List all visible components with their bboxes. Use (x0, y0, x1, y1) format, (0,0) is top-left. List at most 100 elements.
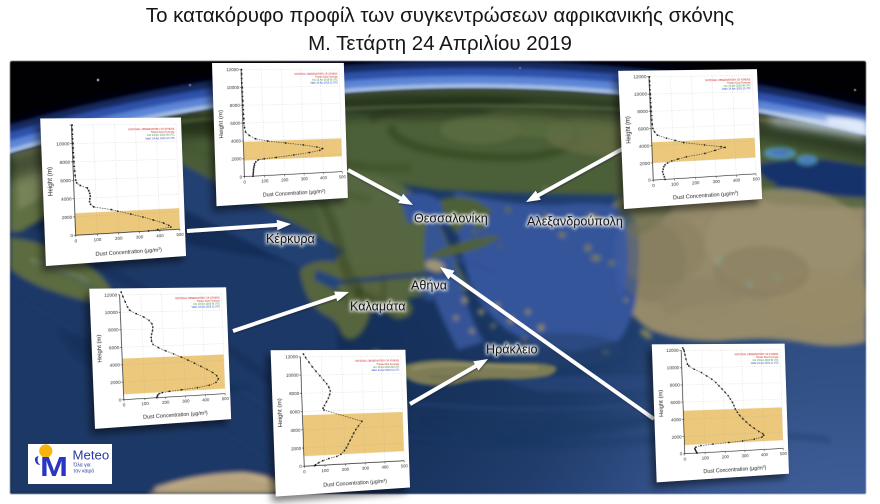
svg-text:6000: 6000 (230, 121, 241, 126)
svg-text:100: 100 (141, 401, 149, 406)
svg-text:8000: 8000 (108, 327, 119, 332)
svg-text:NATIONAL OBSERVATORY OF ATHENS: NATIONAL OBSERVATORY OF ATHENS (735, 353, 779, 356)
svg-text:Meteo: Meteo (73, 448, 110, 463)
svg-text:500: 500 (222, 396, 230, 401)
svg-text:400: 400 (156, 233, 164, 238)
svg-text:Thissio Dust Forecast: Thissio Dust Forecast (315, 76, 338, 79)
svg-text:Ηράκλειο: Ηράκλειο (486, 343, 538, 357)
svg-text:0: 0 (70, 233, 73, 238)
svg-text:2000: 2000 (62, 215, 73, 221)
svg-text:Init: 23 Apr 2019 00 UTC: Init: 23 Apr 2019 00 UTC (147, 133, 174, 137)
svg-text:500: 500 (780, 451, 787, 456)
svg-text:Valid: 24 Apr 2019 12 UTC: Valid: 24 Apr 2019 12 UTC (191, 305, 220, 309)
svg-text:4000: 4000 (671, 417, 682, 422)
svg-text:0: 0 (303, 469, 306, 474)
svg-text:Height (m): Height (m) (218, 110, 225, 139)
svg-text:100: 100 (671, 181, 679, 186)
svg-text:0: 0 (652, 183, 655, 188)
svg-text:500: 500 (339, 174, 346, 179)
svg-text:100: 100 (702, 455, 710, 460)
svg-text:Αλεξανδρούπολη: Αλεξανδρούπολη (527, 215, 623, 229)
svg-text:2000: 2000 (672, 434, 683, 440)
svg-text:Init: 23 Apr 2019 00 UTC: Init: 23 Apr 2019 00 UTC (373, 365, 399, 369)
svg-text:500: 500 (176, 232, 184, 237)
svg-text:4000: 4000 (290, 427, 301, 433)
svg-text:10000: 10000 (227, 85, 240, 90)
svg-text:12000: 12000 (104, 292, 118, 297)
svg-text:Dust Concentration (μg/m3): Dust Concentration (μg/m3) (673, 190, 739, 201)
svg-text:6000: 6000 (109, 345, 120, 350)
svg-text:10000: 10000 (56, 141, 70, 146)
svg-text:8000: 8000 (230, 103, 241, 108)
svg-text:Valid: 24 Apr 2019 12 UTC: Valid: 24 Apr 2019 12 UTC (371, 368, 399, 372)
svg-text:Thissio Dust Forecast: Thissio Dust Forecast (150, 130, 174, 134)
svg-text:0: 0 (74, 238, 77, 243)
svg-text:2000: 2000 (231, 156, 242, 162)
svg-text:Thissio Dust Forecast: Thissio Dust Forecast (756, 356, 779, 359)
svg-text:Height (m): Height (m) (625, 116, 632, 144)
svg-text:NATIONAL OBSERVATORY OF ATHENS: NATIONAL OBSERVATORY OF ATHENS (355, 359, 399, 363)
svg-text:Init: 23 Apr 2019 00 UTC: Init: 23 Apr 2019 00 UTC (753, 359, 779, 362)
svg-text:Init: 23 Apr 2019 00 UTC: Init: 23 Apr 2019 00 UTC (312, 79, 338, 82)
svg-text:Thissio Dust Forecast: Thissio Dust Forecast (376, 362, 399, 366)
svg-text:Init: 23 Apr 2019 00 UTC: Init: 23 Apr 2019 00 UTC (193, 302, 220, 306)
svg-text:8000: 8000 (289, 391, 300, 396)
svg-text:Height (m): Height (m) (658, 389, 665, 417)
svg-text:12000: 12000 (633, 74, 647, 79)
svg-text:Valid: 24 Apr 2019 12 UTC: Valid: 24 Apr 2019 12 UTC (310, 82, 338, 85)
svg-text:8000: 8000 (637, 109, 648, 114)
svg-text:100: 100 (261, 178, 269, 184)
svg-text:300: 300 (182, 399, 190, 404)
svg-text:Κέρκυρα: Κέρκυρα (266, 232, 315, 246)
svg-text:Thissio Dust Forecast: Thissio Dust Forecast (196, 299, 220, 303)
svg-text:2000: 2000 (291, 446, 302, 452)
svg-text:4000: 4000 (110, 362, 121, 368)
svg-text:200: 200 (281, 177, 289, 182)
svg-text:Όλα για: Όλα για (73, 463, 91, 469)
svg-text:4000: 4000 (231, 139, 242, 145)
svg-text:4000: 4000 (639, 143, 650, 148)
svg-text:Valid: 24 Apr 2019 12 UTC: Valid: 24 Apr 2019 12 UTC (145, 136, 174, 140)
svg-text:0: 0 (299, 464, 302, 469)
svg-text:Height (m): Height (m) (96, 334, 103, 362)
svg-text:Dust Concentration (μg/m3): Dust Concentration (μg/m3) (143, 410, 208, 421)
svg-text:NATIONAL OBSERVATORY OF ATHENS: NATIONAL OBSERVATORY OF ATHENS (128, 127, 174, 131)
svg-text:12000: 12000 (285, 354, 298, 359)
svg-text:200: 200 (692, 180, 700, 185)
svg-text:500: 500 (753, 176, 761, 181)
svg-text:4000: 4000 (61, 196, 72, 202)
svg-text:Dust Concentration (μg/m3): Dust Concentration (μg/m3) (703, 465, 766, 475)
svg-text:100: 100 (94, 237, 102, 243)
svg-text:0: 0 (239, 174, 242, 179)
svg-text:400: 400 (381, 465, 389, 470)
svg-text:300: 300 (136, 234, 144, 239)
svg-text:300: 300 (741, 453, 749, 458)
svg-text:500: 500 (401, 463, 408, 468)
svg-text:Ηράκλειο: Ηράκλειο (486, 343, 538, 357)
svg-text:400: 400 (202, 397, 210, 402)
svg-text:Valid: 24 Apr 2019 12 UTC: Valid: 24 Apr 2019 12 UTC (751, 362, 779, 365)
svg-text:10000: 10000 (667, 365, 680, 370)
svg-text:2000: 2000 (110, 380, 121, 386)
svg-text:τον καιρό: τον καιρό (74, 468, 95, 475)
svg-text:NATIONAL OBSERVATORY OF ATHENS: NATIONAL OBSERVATORY OF ATHENS (705, 78, 751, 83)
svg-text:Valid: 24 Apr 2019 12 UTC: Valid: 24 Apr 2019 12 UTC (722, 86, 751, 90)
svg-text:Init: 23 Apr 2019 00 UTC: Init: 23 Apr 2019 00 UTC (724, 83, 751, 87)
svg-text:6000: 6000 (670, 400, 681, 405)
svg-text:Αλεξανδρούπολη: Αλεξανδρούπολη (527, 215, 623, 229)
svg-text:Καλαμάτα: Καλαμάτα (350, 300, 406, 314)
svg-text:400: 400 (733, 178, 741, 183)
svg-text:400: 400 (320, 175, 327, 180)
svg-text:Thissio Dust Forecast: Thissio Dust Forecast (727, 80, 751, 84)
svg-text:12000: 12000 (226, 67, 239, 72)
svg-text:8000: 8000 (670, 382, 681, 387)
svg-text:NATIONAL OBSERVATORY OF ATHENS: NATIONAL OBSERVATORY OF ATHENS (294, 73, 338, 76)
svg-text:M: M (40, 451, 68, 482)
svg-text:12000: 12000 (666, 348, 679, 353)
svg-text:100: 100 (321, 468, 329, 474)
svg-text:Dust Concentration (μg/m3): Dust Concentration (μg/m3) (95, 247, 162, 258)
svg-text:10000: 10000 (286, 373, 299, 378)
svg-text:200: 200 (722, 454, 730, 459)
svg-text:6000: 6000 (290, 409, 301, 415)
svg-text:0: 0 (680, 451, 683, 456)
